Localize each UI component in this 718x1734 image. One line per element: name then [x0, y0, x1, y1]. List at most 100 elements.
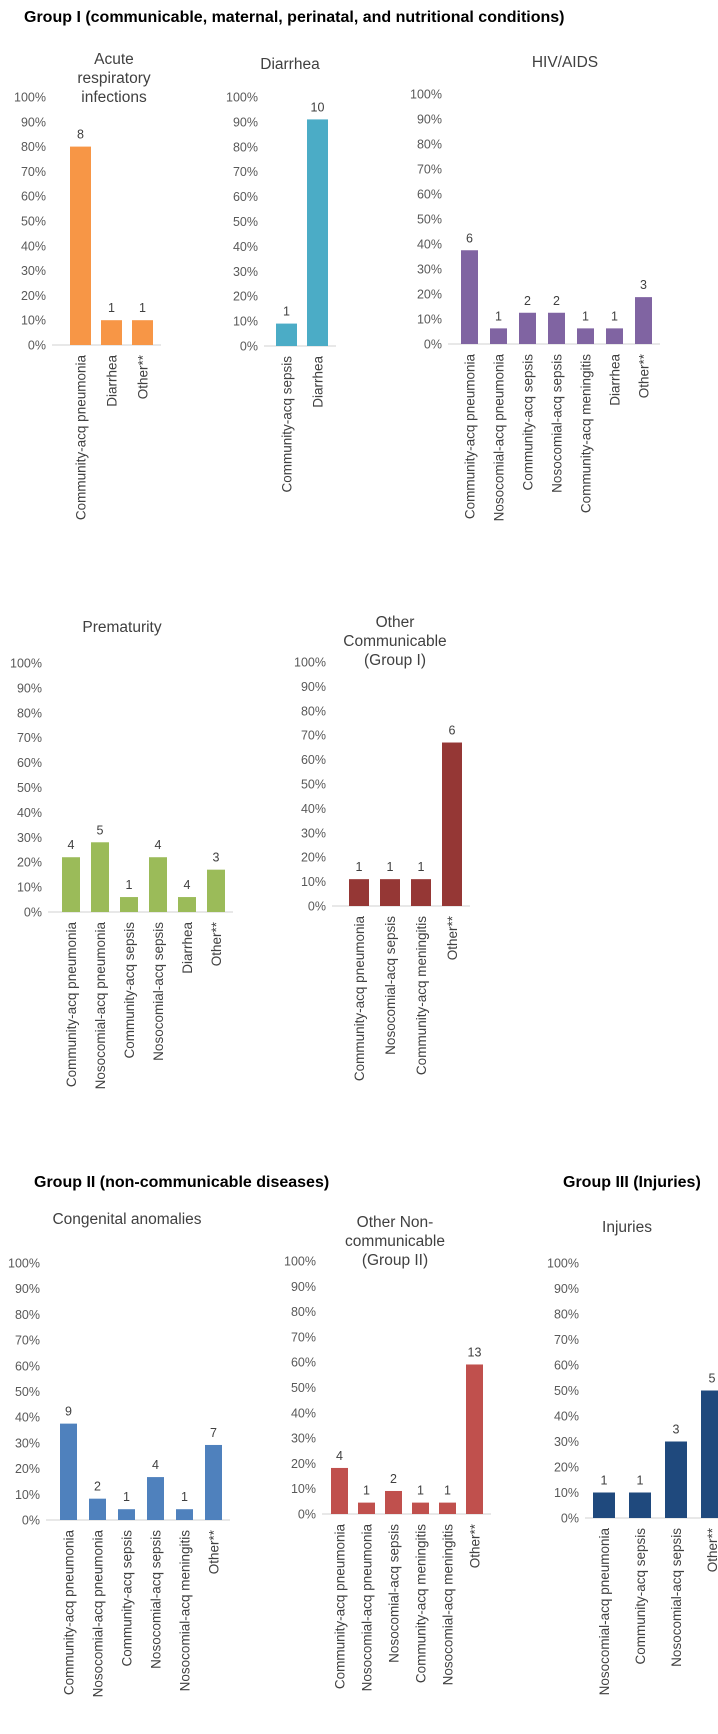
y-tick-label: 50%	[21, 215, 46, 229]
bar	[276, 323, 297, 346]
y-tick-label: 70%	[291, 1330, 316, 1344]
data-label: 1	[495, 309, 502, 323]
bar	[490, 328, 507, 344]
category-label: Nosocomial-acq meningitis	[178, 1530, 193, 1692]
y-tick-label: 90%	[15, 1282, 40, 1296]
y-tick-label: 90%	[233, 115, 258, 129]
data-label: 10	[311, 100, 325, 114]
y-tick-label: 40%	[21, 239, 46, 253]
data-label: 4	[184, 878, 191, 892]
data-label: 13	[468, 1345, 482, 1359]
category-label: Community-acq pneumonia	[463, 354, 478, 520]
data-label: 4	[155, 838, 162, 852]
bar	[307, 119, 328, 346]
category-label: Community-acq pneumonia	[62, 1530, 77, 1696]
y-tick-label: 70%	[554, 1333, 579, 1347]
data-label: 3	[673, 1423, 680, 1437]
category-label: Community-acq pneumonia	[333, 1524, 348, 1690]
bar	[358, 1502, 375, 1514]
y-tick-label: 70%	[21, 165, 46, 179]
bar	[205, 1444, 222, 1520]
category-label: Nosocomial-acq pneumonia	[597, 1528, 612, 1696]
y-tick-label: 100%	[410, 88, 442, 102]
y-tick-label: 0%	[240, 340, 258, 354]
y-tick-label: 100%	[294, 656, 326, 670]
category-label: Community-acq sepsis	[633, 1528, 648, 1665]
y-tick-label: 10%	[17, 881, 42, 895]
y-tick-label: 70%	[15, 1334, 40, 1348]
bar	[118, 1509, 135, 1520]
y-tick-label: 80%	[17, 706, 42, 720]
y-tick-label: 30%	[554, 1435, 579, 1449]
category-label: Nosocomial-acq pneumonia	[91, 1530, 106, 1698]
y-tick-label: 80%	[233, 140, 258, 154]
y-tick-label: 0%	[24, 906, 42, 920]
data-label: 1	[418, 860, 425, 874]
y-tick-label: 0%	[424, 338, 442, 352]
y-tick-label: 60%	[233, 190, 258, 204]
data-label: 1	[582, 309, 589, 323]
y-tick-label: 10%	[291, 1482, 316, 1496]
chart-title: (Group I)	[364, 652, 426, 669]
group1-heading: Group I (communicable, maternal, perinat…	[24, 9, 565, 26]
y-tick-label: 50%	[17, 781, 42, 795]
data-label: 9	[65, 1405, 72, 1419]
y-tick-label: 100%	[547, 1257, 579, 1271]
y-tick-label: 20%	[233, 290, 258, 304]
y-tick-label: 30%	[301, 826, 326, 840]
y-tick-label: 20%	[21, 289, 46, 303]
bar	[412, 1502, 429, 1514]
y-tick-label: 50%	[301, 778, 326, 792]
category-label: Community-acq sepsis	[521, 354, 536, 491]
y-tick-label: 20%	[17, 856, 42, 870]
y-tick-label: 40%	[301, 802, 326, 816]
category-label: Community-acq meningitis	[414, 1524, 429, 1683]
category-label: Community-acq sepsis	[120, 1530, 135, 1667]
category-label: Diarrhea	[105, 355, 120, 407]
y-tick-label: 70%	[417, 163, 442, 177]
chart-title: communicable	[345, 1233, 445, 1250]
data-label: 2	[94, 1480, 101, 1494]
y-tick-label: 30%	[17, 831, 42, 845]
category-label: Nosocomial-acq pneumonia	[492, 354, 507, 522]
y-tick-label: 90%	[554, 1282, 579, 1296]
y-tick-label: 20%	[15, 1462, 40, 1476]
chart-panel-5: Other Communicable (Group I) 0% 10% 20% 30% 40%…	[294, 614, 470, 1081]
y-tick-label: 20%	[291, 1457, 316, 1471]
y-tick-label: 60%	[15, 1359, 40, 1373]
y-tick-label: 10%	[233, 315, 258, 329]
bar	[519, 312, 536, 344]
bar	[207, 869, 225, 912]
data-label: 1	[601, 1474, 608, 1488]
y-tick-label: 100%	[226, 91, 258, 105]
data-label: 3	[640, 278, 647, 292]
bar	[466, 1364, 483, 1514]
category-label: Community-acq pneumonia	[74, 355, 89, 521]
category-label: Nosocomial-acq sepsis	[387, 1524, 402, 1663]
y-tick-label: 80%	[15, 1308, 40, 1322]
data-label: 5	[97, 823, 104, 837]
y-tick-label: 10%	[417, 313, 442, 327]
bar	[606, 328, 623, 344]
y-tick-label: 90%	[17, 681, 42, 695]
y-tick-label: 10%	[301, 875, 326, 889]
category-label: Nosocomial-acq sepsis	[669, 1528, 684, 1667]
category-label: Other**	[209, 921, 224, 966]
y-tick-label: 40%	[554, 1410, 579, 1424]
y-tick-label: 30%	[21, 264, 46, 278]
y-tick-label: 40%	[15, 1411, 40, 1425]
data-label: 4	[68, 838, 75, 852]
y-tick-label: 40%	[233, 240, 258, 254]
category-label: Diarrhea	[180, 922, 195, 974]
category-label: Diarrhea	[608, 354, 623, 406]
category-label: Other**	[637, 353, 652, 398]
data-label: 1	[611, 309, 618, 323]
bar	[349, 879, 369, 906]
chart-panel-2: Diarrhea 0% 10% 20% 30% 40% 50% 60% 70% 80% 90% 100…	[226, 56, 336, 493]
y-tick-label: 30%	[417, 263, 442, 277]
y-tick-label: 50%	[291, 1381, 316, 1395]
y-tick-label: 70%	[17, 731, 42, 745]
chart-panel-7: Other Non-communicable (Group II) 0% 10% 20%…	[284, 1214, 491, 1691]
data-label: 1	[108, 301, 115, 315]
data-label: 4	[336, 1449, 343, 1463]
